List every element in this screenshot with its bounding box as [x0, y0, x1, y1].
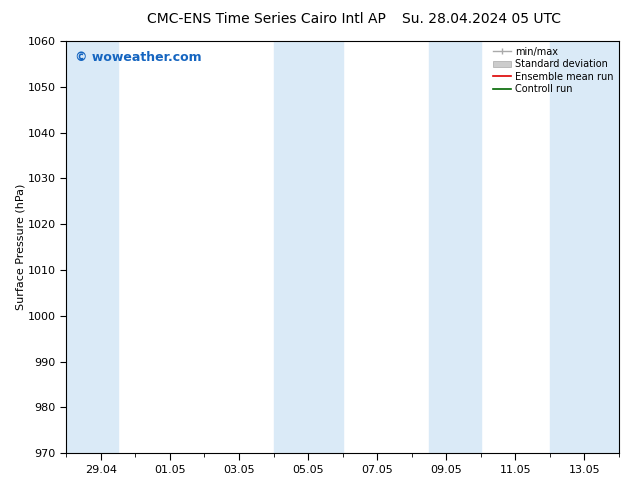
Bar	[67, 41, 118, 453]
Text: Su. 28.04.2024 05 UTC: Su. 28.04.2024 05 UTC	[403, 12, 561, 26]
Legend: min/max, Standard deviation, Ensemble mean run, Controll run: min/max, Standard deviation, Ensemble me…	[490, 44, 616, 97]
Bar	[429, 41, 481, 453]
Bar	[550, 41, 619, 453]
Text: CMC-ENS Time Series Cairo Intl AP: CMC-ENS Time Series Cairo Intl AP	[147, 12, 385, 26]
Y-axis label: Surface Pressure (hPa): Surface Pressure (hPa)	[15, 184, 25, 310]
Bar	[274, 41, 342, 453]
Text: © woweather.com: © woweather.com	[75, 51, 201, 64]
